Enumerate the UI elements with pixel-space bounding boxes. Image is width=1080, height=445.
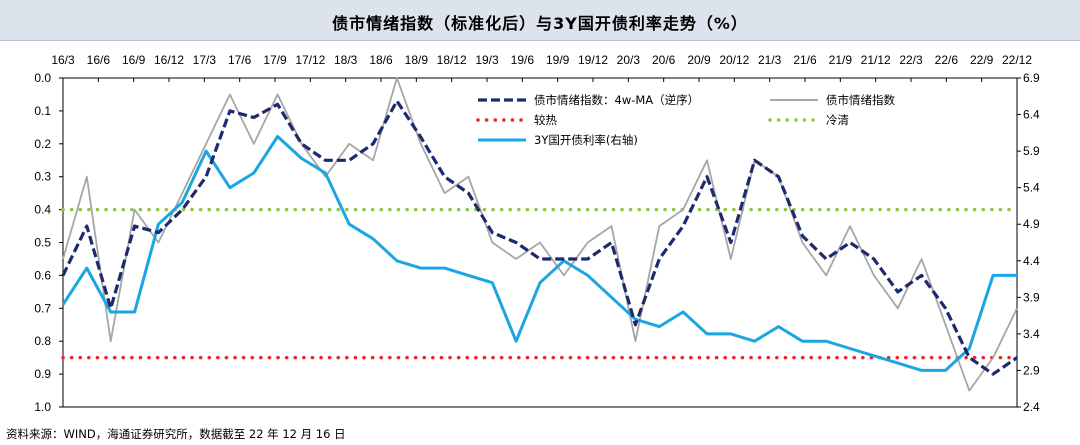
x-tick-label: 17/3 <box>193 53 217 67</box>
right-tick-label: 5.4 <box>1023 181 1040 195</box>
x-tick-label: 18/12 <box>437 53 467 67</box>
legend-label-4: 3Y国开债利率(右轴) <box>534 133 638 147</box>
x-tick-label: 17/9 <box>263 53 287 67</box>
x-tick-label: 17/6 <box>228 53 252 67</box>
x-tick-label: 18/3 <box>334 53 358 67</box>
x-tick-label: 21/3 <box>758 53 782 67</box>
legend-label-0: 债市情绪指数：4w-MA（逆序） <box>534 93 699 107</box>
left-tick-label: 0.3 <box>34 170 51 184</box>
x-tick-label: 16/6 <box>87 53 111 67</box>
series-line-1 <box>62 77 1018 392</box>
right-tick-label: 4.4 <box>1023 254 1040 268</box>
x-tick-label: 16/9 <box>122 53 146 67</box>
left-tick-label: 0.2 <box>34 137 51 151</box>
x-tick-label: 19/9 <box>546 53 570 67</box>
series-line-2 <box>61 135 1017 372</box>
legend-label-1: 债市情绪指数 <box>826 93 895 107</box>
left-tick-label: 0.9 <box>34 367 51 381</box>
left-tick-label: 0.1 <box>34 104 51 118</box>
x-tick-label: 22/12 <box>1002 53 1032 67</box>
x-tick-label: 16/3 <box>51 53 75 67</box>
x-tick-label: 20/9 <box>687 53 711 67</box>
left-tick-label: 0.6 <box>34 268 51 282</box>
x-tick-label: 22/3 <box>899 53 923 67</box>
left-tick-label: 0.7 <box>34 301 51 315</box>
right-tick-label: 2.9 <box>1023 363 1040 377</box>
title-bar <box>0 0 1080 41</box>
left-tick-label: 0.5 <box>34 236 51 250</box>
left-tick-label: 0.4 <box>34 203 51 217</box>
source-note: 资料来源：WIND，海通证券研究所，数据截至 22 年 12 月 16 日 <box>6 427 346 441</box>
chart-title: 债市情绪指数（标准化后）与3Y国开债利率走势（%） <box>332 14 748 33</box>
x-tick-label: 19/12 <box>578 53 608 67</box>
x-tick-label: 18/9 <box>405 53 429 67</box>
x-tick-label: 20/12 <box>719 53 749 67</box>
x-tick-label: 19/6 <box>511 53 535 67</box>
right-tick-label: 6.9 <box>1023 71 1040 85</box>
x-tick-label: 20/6 <box>652 53 676 67</box>
right-tick-label: 5.9 <box>1023 144 1040 158</box>
legend-label-3: 冷清 <box>826 113 849 127</box>
right-tick-label: 3.4 <box>1023 327 1040 341</box>
left-tick-label: 0.8 <box>34 334 51 348</box>
left-tick-label: 1.0 <box>34 400 51 414</box>
legend-label-2: 较热 <box>534 113 557 127</box>
x-tick-label: 16/12 <box>154 53 184 67</box>
right-tick-label: 6.4 <box>1023 108 1040 122</box>
x-tick-label: 20/3 <box>617 53 641 67</box>
right-tick-label: 4.9 <box>1023 217 1040 231</box>
x-tick-label: 18/6 <box>369 53 393 67</box>
x-tick-label: 22/9 <box>970 53 994 67</box>
x-tick-label: 17/12 <box>295 53 325 67</box>
x-tick-label: 19/3 <box>475 53 499 67</box>
x-tick-label: 22/6 <box>935 53 959 67</box>
x-tick-label: 21/9 <box>829 53 853 67</box>
series-line-0 <box>61 99 1018 376</box>
right-tick-label: 3.9 <box>1023 290 1040 304</box>
right-tick-label: 2.4 <box>1023 400 1040 414</box>
left-tick-label: 0.0 <box>34 71 51 85</box>
x-tick-label: 21/12 <box>861 53 891 67</box>
x-tick-label: 21/6 <box>793 53 817 67</box>
